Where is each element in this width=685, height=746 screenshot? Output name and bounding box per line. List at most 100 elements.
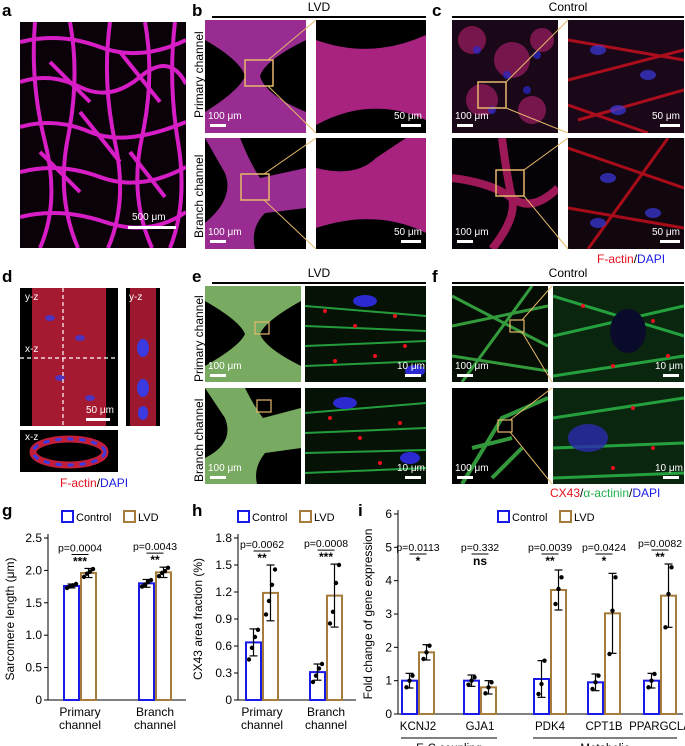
x-tick-label: PDK4 [535, 721, 566, 733]
data-point [593, 680, 598, 685]
legend-factin-dapi-d: F-actin/DAPI [60, 476, 128, 490]
y-tick-label: 2.5 [25, 531, 42, 545]
y-tick-label: 0.6 [215, 639, 232, 653]
bar [155, 571, 172, 701]
scale-bar [660, 240, 680, 243]
scale-bar [401, 124, 421, 127]
zoom-guide-lines-f-branch [510, 388, 553, 484]
y-tick-label: 1.8 [215, 531, 232, 545]
yz-side-label: y-z [129, 292, 143, 303]
legend-dapi-text: DAPI [637, 252, 666, 266]
x-tick-label: channel [241, 718, 283, 732]
data-point [327, 621, 333, 626]
y-tick-label: 5 [385, 540, 392, 554]
data-point [330, 609, 336, 614]
chart-h-cx43-area-fraction: 0 0.3 0.6 0.9 1.2 1.5 1.8 CX43 area fraction (%… [191, 510, 356, 732]
data-point [596, 673, 601, 678]
scale-label: 10 μm [655, 463, 683, 474]
legend-swatch [61, 510, 74, 523]
data-point [81, 574, 87, 580]
significance-stars: ** [655, 550, 665, 564]
data-point [666, 591, 671, 597]
data-point [649, 678, 654, 683]
data-point [263, 612, 269, 617]
data-point [87, 569, 93, 574]
row-label-primary-b: Primary channel [192, 31, 206, 118]
legend-swatch [497, 510, 510, 523]
panel-label-d: d [2, 267, 13, 286]
data-point [542, 658, 547, 663]
panel-label-f: f [432, 267, 438, 286]
y-tick-label: 1.0 [25, 628, 42, 642]
panel-label-g: g [2, 501, 13, 520]
legend-dapi-text: DAPI [100, 476, 129, 490]
panel-label-i: i [358, 501, 363, 520]
scale-label: 100 μm [208, 227, 242, 238]
image-b-branch-overview: 100 μm [205, 138, 306, 249]
scale-bar [210, 124, 226, 127]
significance-stars: ** [545, 554, 555, 568]
data-point [424, 650, 429, 655]
chart-g-sarcomere-length: 0 0.5 1.0 1.5 2.0 2.5 Sarcomere length (μm) Con… [3, 510, 186, 732]
legend-swatch [237, 510, 250, 523]
legend-slash: / [633, 252, 638, 266]
panel-label-e: e [192, 267, 202, 286]
x-tick-label: CPT1B [585, 721, 622, 733]
scale-label: 50 μm [652, 227, 680, 238]
data-point [90, 566, 96, 572]
image-f-primary-overview: 100 μm [452, 286, 548, 382]
image-f-branch-zoom: 10 μm [553, 388, 684, 484]
data-point [590, 686, 595, 692]
y-tick-label: 4 [385, 574, 392, 588]
data-point [646, 685, 651, 690]
data-point [421, 656, 426, 662]
bar [138, 582, 155, 701]
zoom-guide-lines-c-primary [506, 20, 569, 133]
group-title-lvd-top: LVD [307, 0, 331, 14]
image-d-xy-view: y-z x-z 50 μm [20, 288, 118, 426]
y-tick-label: 0 [385, 707, 392, 721]
scale-label: 100 μm [208, 361, 242, 372]
scale-bar [210, 240, 226, 243]
legend-actinin-text: α-actinin [583, 486, 629, 500]
zoom-guide-lines-f-primary [522, 286, 553, 382]
group-bar-lvd-mid [212, 282, 426, 284]
data-point [246, 657, 252, 662]
p-value-label: p=0.0008 [304, 538, 348, 550]
significance-stars: *** [73, 554, 87, 568]
data-point [404, 685, 409, 690]
scale-bar [457, 476, 473, 479]
data-point [466, 682, 471, 687]
zoom-guide-lines-b-primary [268, 20, 317, 133]
y-tick-label: 0 [35, 693, 42, 707]
data-point [489, 680, 494, 685]
xz-bottom-label: x-z [25, 432, 39, 443]
legend-swatch [559, 510, 572, 523]
data-point [483, 691, 488, 696]
row-label-branch-e: Branch channel [192, 398, 206, 482]
scale-bar [210, 374, 226, 377]
data-point [472, 675, 477, 680]
significance-stars: * [416, 554, 421, 568]
image-c-branch-zoom: 50 μm [568, 138, 684, 249]
image-e-primary-overview: 100 μm [205, 286, 301, 382]
row-label-branch-b: Branch channel [192, 154, 206, 238]
image-e-branch-zoom: 10 μm [305, 388, 426, 484]
p-value-label: p=0.332 [461, 542, 499, 554]
legend-factin-dapi-top: F-actin/DAPI [597, 252, 665, 266]
panel-a-vascular-network-image: 500 μm [20, 22, 186, 248]
scale-bar [86, 418, 110, 421]
significance-stars: *** [319, 550, 333, 564]
y-tick-label: 1.5 [215, 558, 232, 572]
p-value-label: p=0.0424 [582, 542, 626, 554]
significance-stars: ** [257, 551, 267, 565]
data-point [607, 651, 612, 657]
data-point [162, 568, 168, 574]
data-point [310, 679, 316, 685]
data-point [427, 643, 432, 648]
scale-bar [128, 226, 176, 229]
p-value-label: p=0.0113 [396, 542, 439, 554]
x-tick-label: Branch [136, 705, 174, 719]
panel-label-c: c [432, 1, 442, 20]
row-label-primary-e: Primary channel [192, 295, 206, 382]
